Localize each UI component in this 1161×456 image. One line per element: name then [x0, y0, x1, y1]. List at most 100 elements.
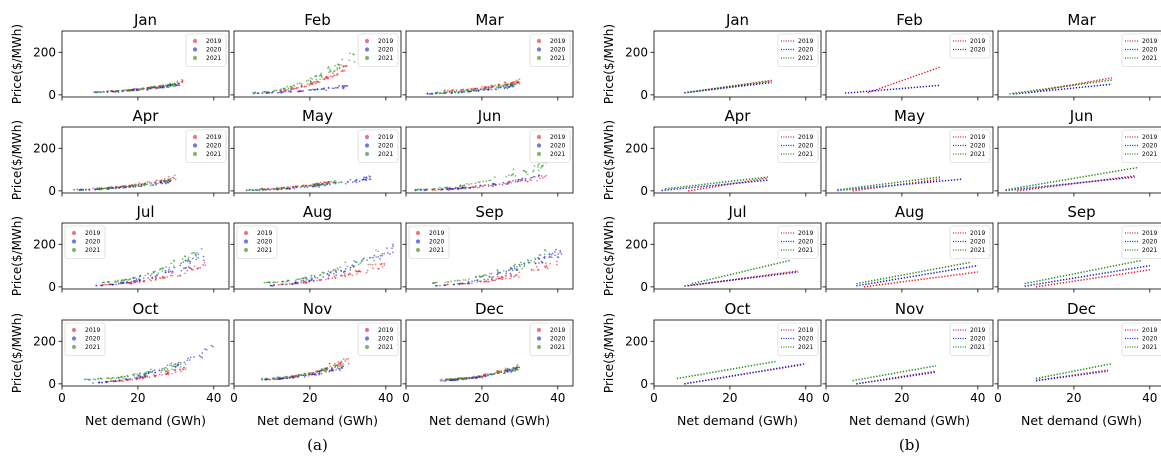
data-point [533, 165, 536, 167]
data-point [487, 278, 489, 281]
data-point [497, 85, 500, 88]
data-point [321, 271, 324, 274]
plot-area [1024, 259, 1150, 288]
data-point [512, 180, 514, 182]
legend-marker [192, 47, 198, 52]
data-point [152, 86, 154, 88]
data-point [179, 366, 182, 368]
data-point [308, 373, 311, 376]
data-point [495, 184, 498, 186]
data-point [265, 92, 268, 95]
data-point [163, 86, 166, 89]
data-point [285, 280, 288, 283]
data-point [93, 91, 95, 93]
data-point [490, 88, 493, 91]
data-point [334, 366, 336, 369]
data-point [106, 91, 109, 93]
data-point [295, 281, 298, 284]
data-point [357, 263, 360, 266]
trend-line [1005, 166, 1139, 191]
data-point [476, 186, 479, 189]
data-point [290, 90, 293, 93]
data-point [172, 265, 175, 267]
data-point [468, 376, 471, 379]
legend-box [1121, 33, 1161, 67]
data-point [112, 187, 115, 189]
x-tick-label: 0 [58, 391, 66, 405]
data-point [476, 281, 479, 283]
data-point [523, 265, 526, 268]
data-point [489, 87, 492, 89]
data-point [165, 271, 167, 274]
data-point [343, 270, 346, 273]
data-point [515, 82, 518, 85]
data-point [201, 352, 204, 354]
legend-marker [536, 55, 542, 61]
data-point [325, 89, 328, 92]
legend-marker [364, 143, 370, 148]
plot-area [684, 259, 799, 287]
data-point [310, 274, 313, 277]
data-point [445, 379, 447, 382]
data-point [188, 359, 191, 361]
data-point [109, 283, 111, 286]
data-point [164, 276, 167, 279]
data-point [556, 256, 559, 258]
plot-area [95, 247, 207, 287]
x-axis-label: Net demand (GWh) [1021, 413, 1142, 428]
data-point [468, 187, 471, 189]
axes-frame [61, 319, 230, 387]
data-point [459, 279, 461, 282]
data-point [450, 378, 453, 380]
data-point [199, 267, 202, 269]
data-point [516, 274, 518, 276]
data-point [514, 175, 517, 177]
subplot-title: Apr [725, 107, 752, 125]
data-point [342, 70, 344, 72]
trend-line [688, 177, 768, 192]
legend-marker [536, 143, 542, 148]
legend-label: 2021 [206, 151, 221, 158]
data-point [94, 188, 97, 190]
data-point [198, 354, 201, 357]
data-point [203, 259, 205, 262]
data-point [147, 272, 149, 275]
data-point [324, 181, 327, 184]
data-point [487, 88, 490, 91]
data-point [107, 283, 110, 286]
legend-label: 2020 [378, 336, 393, 343]
data-point [106, 377, 108, 380]
legend-label: 2021 [206, 55, 221, 62]
data-point [264, 90, 266, 93]
subplot-title: Dec [475, 300, 504, 318]
data-point [96, 187, 99, 190]
legend-marker [192, 55, 198, 61]
data-point [160, 179, 163, 182]
data-point [328, 71, 331, 73]
data-point [481, 275, 484, 278]
y-axis-label: Price($/MWh) [602, 313, 616, 393]
data-point [471, 376, 474, 379]
data-point [152, 373, 155, 376]
data-point [290, 86, 292, 89]
data-point [524, 170, 527, 173]
data-point [119, 185, 122, 188]
data-point [331, 76, 334, 78]
data-point [192, 269, 195, 271]
axes-frame [653, 30, 822, 98]
y-axis-label: Price($/MWh) [602, 24, 616, 104]
plot-area [431, 248, 563, 287]
data-point [341, 58, 344, 61]
legend-label: 2021 [550, 344, 565, 351]
data-point [189, 356, 192, 359]
data-point [315, 374, 318, 376]
data-point [495, 86, 498, 88]
legend-marker [71, 230, 77, 236]
data-point [196, 251, 198, 254]
data-point [326, 181, 328, 184]
legend-label: 2020 [550, 336, 565, 343]
